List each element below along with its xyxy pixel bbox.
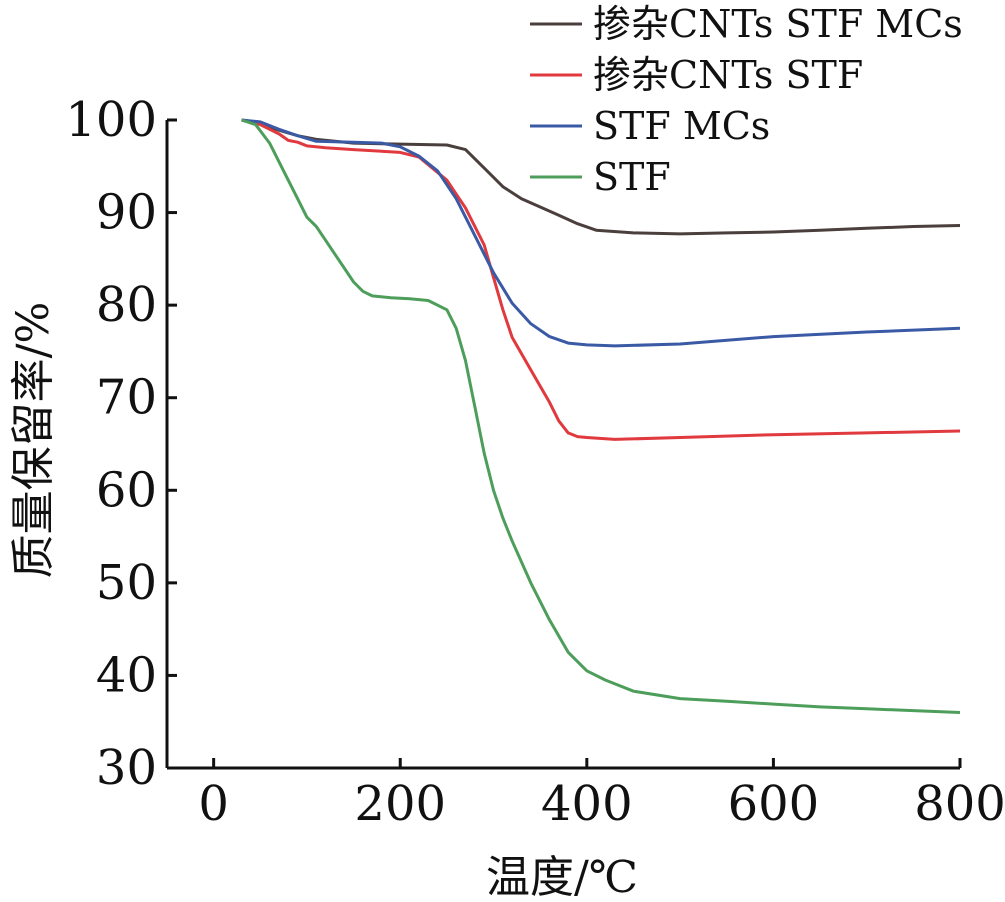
y-tick-label: 50	[96, 555, 157, 611]
series-line-2	[241, 118, 961, 441]
legend: 掺杂CNTs STF MCs 掺杂CNTs STF STF MCs STF	[530, 2, 963, 199]
series-line-1	[241, 118, 961, 236]
x-tick-label: 400	[541, 776, 633, 832]
x-tick-label: 0	[198, 776, 229, 832]
y-tick-label: 60	[96, 462, 157, 518]
y-tick-label: 70	[96, 370, 157, 426]
x-tick-label: 200	[354, 776, 446, 832]
series-line-4	[241, 118, 961, 714]
y-tick-label: 30	[96, 740, 157, 796]
axes: 30 40 50 60 70 80 90 100 0 200 400 600 800	[65, 92, 1005, 832]
x-tick-label: 800	[914, 776, 1005, 832]
y-tick-label: 80	[96, 277, 157, 333]
legend-label: 掺杂CNTs STF	[593, 53, 863, 97]
legend-label: STF	[593, 155, 671, 199]
series-line-3	[241, 118, 961, 348]
y-tick-label: 40	[96, 647, 157, 703]
x-tick-label: 600	[728, 776, 820, 832]
y-tick-label: 100	[65, 92, 157, 148]
legend-label: STF MCs	[593, 104, 770, 148]
y-axis-label: 质量保留率/%	[8, 302, 59, 579]
y-tick-label: 90	[96, 185, 157, 241]
series-layer	[241, 118, 961, 714]
x-axis-label: 温度/℃	[486, 852, 638, 902]
legend-label: 掺杂CNTs STF MCs	[593, 2, 963, 46]
